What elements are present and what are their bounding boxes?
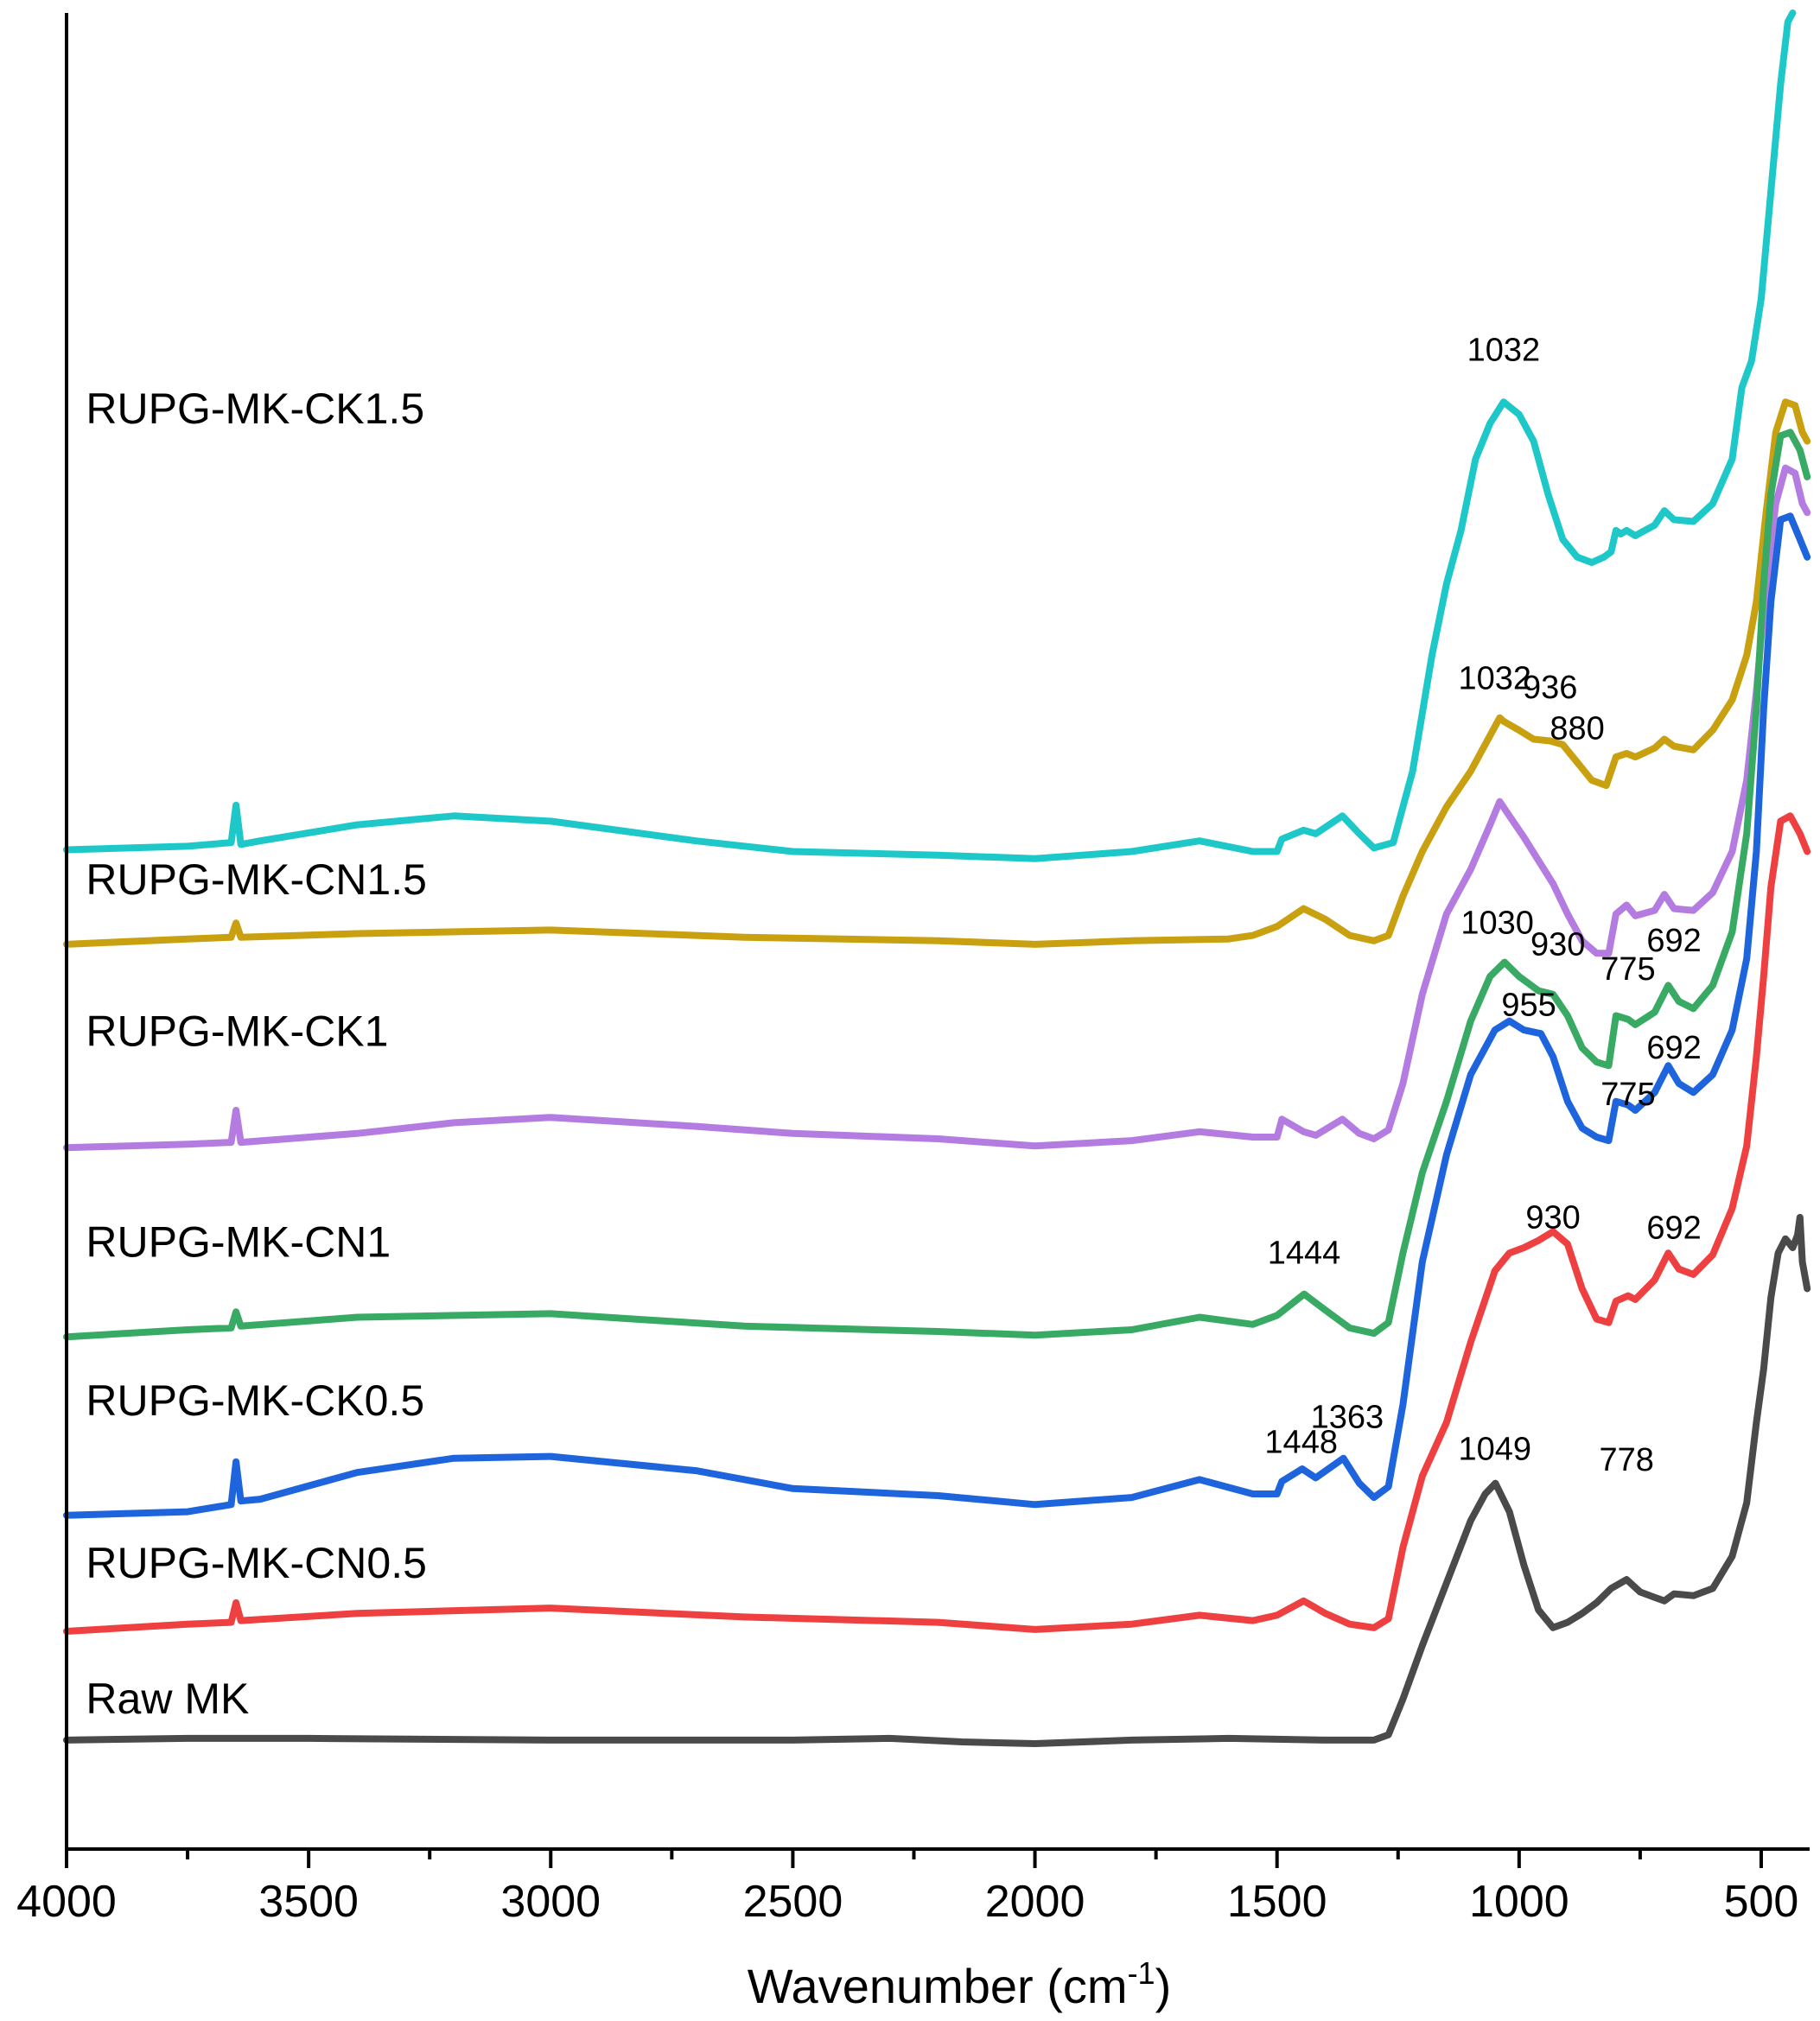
- peak-annotation: 1032: [1459, 661, 1532, 697]
- series-label-rupg-mk-cn1: RUPG-MK-CN1: [86, 1217, 391, 1266]
- annotation-layer: 1032103293688010309307756929556927751444…: [1264, 333, 1701, 1478]
- peak-annotation: 778: [1600, 1442, 1654, 1478]
- peak-annotation: 1030: [1460, 906, 1534, 942]
- peak-annotation: 1032: [1467, 333, 1541, 369]
- peak-annotation: 1444: [1268, 1236, 1341, 1272]
- peak-annotation: 880: [1550, 710, 1604, 747]
- series-line-rupg-mk-cn1-5: [63, 398, 1811, 948]
- x-tick-label: 500: [1724, 1877, 1799, 1927]
- series-line-rupg-mk-ck0-5: [63, 512, 1811, 1519]
- peak-annotation: 775: [1600, 1077, 1655, 1113]
- x-tick-label: 3000: [500, 1877, 601, 1927]
- series-label-rupg-mk-ck1: RUPG-MK-CK1: [86, 1007, 388, 1056]
- peak-annotation: 1049: [1459, 1432, 1532, 1468]
- x-tick-label: 3500: [258, 1877, 359, 1927]
- x-axis-title: Wavenumber (cm-1): [748, 1955, 1171, 2013]
- peak-annotation: 692: [1646, 1030, 1701, 1066]
- peak-annotation: 930: [1530, 926, 1585, 963]
- x-tick-label: 1500: [1227, 1877, 1327, 1927]
- peak-annotation: 955: [1501, 988, 1556, 1024]
- x-axis-title-close: ): [1155, 1959, 1172, 2013]
- x-axis-title-sup: -1: [1128, 1955, 1155, 1991]
- series-line-rupg-mk-ck1: [63, 464, 1811, 1152]
- series-label-raw-mk: Raw MK: [86, 1675, 249, 1723]
- peak-annotation: 775: [1600, 951, 1655, 988]
- peak-annotation: 936: [1523, 670, 1577, 706]
- peak-annotation: 1448: [1264, 1424, 1338, 1460]
- peak-annotation: 1363: [1311, 1400, 1384, 1436]
- series-label-rupg-mk-ck1-5: RUPG-MK-CK1.5: [86, 384, 424, 433]
- x-tick-label: 2000: [985, 1877, 1085, 1927]
- x-tick-label: 2500: [743, 1877, 843, 1927]
- series-label-rupg-mk-cn1-5: RUPG-MK-CN1.5: [86, 855, 426, 904]
- series-line-rupg-mk-cn1: [63, 429, 1811, 1341]
- series-label-rupg-mk-ck0-5: RUPG-MK-CK0.5: [86, 1376, 424, 1425]
- peak-annotation: 930: [1525, 1199, 1580, 1236]
- x-axis-title-main: Wavenumber (cm: [748, 1959, 1128, 2013]
- x-tick-label: 4000: [16, 1877, 117, 1927]
- series-line-raw-mk: [63, 1213, 1811, 1747]
- series-line-rupg-mk-ck1-5: [63, 10, 1797, 862]
- series-label-rupg-mk-cn0-5: RUPG-MK-CN0.5: [86, 1539, 426, 1587]
- series-line-rupg-mk-cn0-5: [63, 812, 1811, 1635]
- axis-layer: 4000 3500 3000 2500 2000 1500 1000 500: [16, 13, 1810, 1927]
- peak-annotation: 692: [1646, 1211, 1701, 1247]
- series-label-layer: RUPG-MK-CK1.5 RUPG-MK-CN1.5 RUPG-MK-CK1 RUP…: [86, 384, 426, 1723]
- series-layer: [63, 10, 1811, 1747]
- peak-annotation: 692: [1646, 923, 1701, 959]
- x-tick-label: 1000: [1469, 1877, 1569, 1927]
